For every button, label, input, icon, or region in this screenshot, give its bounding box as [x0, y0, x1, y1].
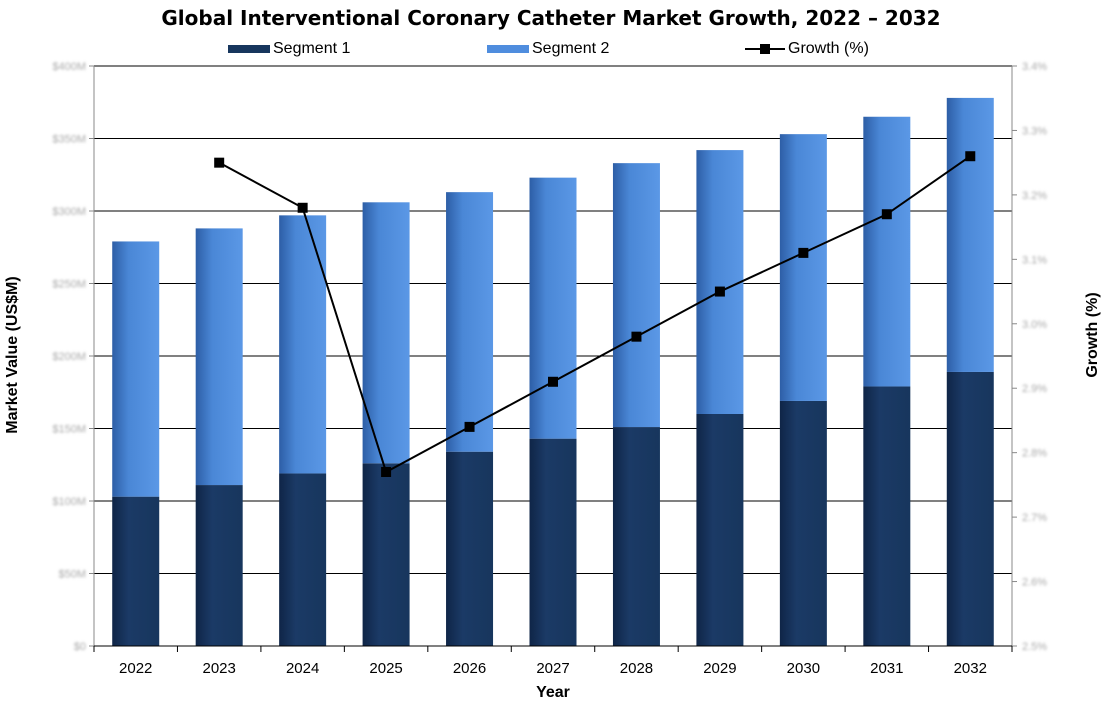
bar-segment-1: [696, 414, 744, 646]
y2-axis-title: Growth (%): [1084, 292, 1101, 377]
growth-point: [381, 467, 392, 477]
growth-point: [548, 376, 558, 387]
bar-segment-1: [362, 463, 410, 646]
x-tick-label: 2031: [870, 660, 903, 677]
y-tick-label: $250M: [52, 279, 86, 291]
growth-point: [214, 157, 225, 168]
growth-point: [798, 247, 809, 258]
y-tick-label: $100M: [52, 496, 86, 508]
x-tick-label: 2028: [620, 660, 653, 677]
chart-title: Global Interventional Coronary Catheter …: [161, 6, 941, 30]
y2-tick-label: 3.0%: [1022, 319, 1047, 331]
y-axis-title: Market Value (US$M): [4, 276, 21, 433]
bar-segment-1: [446, 451, 494, 646]
y2-tick-label: 2.5%: [1022, 641, 1047, 653]
growth-point: [881, 209, 892, 220]
bar-segment-1: [195, 485, 243, 646]
x-tick-label: 2026: [453, 660, 486, 677]
legend: Segment 1 Segment 2 Growth (%): [0, 38, 1102, 60]
growth-point: [464, 421, 475, 432]
tick-labels: $0 $50M $100M $150M $200M $250M $300M $350M $400…: [52, 61, 1047, 677]
axes: [89, 65, 1017, 652]
y-tick-label: $350M: [52, 134, 86, 146]
bar-segment-1: [946, 371, 994, 646]
growth-point: [631, 331, 642, 342]
growth-point: [297, 202, 308, 213]
bar-segment-2: [696, 150, 744, 414]
y2-tick-label: 3.4%: [1022, 61, 1047, 73]
bar-segment-1: [863, 386, 911, 646]
bar-segment-2: [362, 202, 410, 464]
x-tick-label: 2025: [369, 660, 402, 677]
growth-line: [214, 151, 976, 477]
y-tick-label: $0: [74, 641, 86, 653]
bars: [112, 97, 994, 646]
bar-segment-1: [112, 496, 160, 646]
legend-swatch-segment-1: [228, 45, 270, 53]
bar-segment-2: [863, 116, 911, 387]
x-tick-label: 2029: [703, 660, 736, 677]
bar-segment-2: [279, 215, 327, 474]
legend-label-segment-1: Segment 1: [273, 40, 351, 57]
bar-segment-2: [779, 134, 827, 401]
growth-point: [965, 151, 976, 162]
y2-tick-label: 2.8%: [1022, 448, 1047, 460]
bar-segment-1: [779, 400, 827, 646]
bar-segment-2: [612, 163, 660, 428]
bar-segment-1: [529, 438, 577, 646]
legend-label-segment-2: Segment 2: [532, 40, 610, 57]
bar-segment-2: [446, 192, 494, 452]
bar-segment-2: [112, 241, 160, 497]
y2-tick-label: 2.7%: [1022, 512, 1047, 524]
y-tick-label: $400M: [52, 61, 86, 73]
x-tick-label: 2023: [202, 660, 235, 677]
x-tick-label: 2024: [286, 660, 319, 677]
y-tick-label: $300M: [52, 206, 86, 218]
x-tick-label: 2030: [787, 660, 820, 677]
y2-tick-label: 3.3%: [1022, 125, 1047, 137]
y2-tick-label: 3.1%: [1022, 254, 1047, 266]
bar-segment-2: [195, 228, 243, 486]
legend-label-growth: Growth (%): [788, 40, 869, 57]
legend-item-growth: Growth (%): [745, 38, 869, 60]
growth-line-path: [218, 155, 971, 474]
bar-segment-2: [946, 97, 994, 372]
y-tick-label: $150M: [52, 424, 86, 436]
y2-tick-label: 2.6%: [1022, 577, 1047, 589]
bar-segment-1: [279, 473, 327, 646]
y-tick-label: $50M: [58, 569, 86, 581]
x-axis-title: Year: [536, 684, 570, 701]
y2-tick-label: 3.2%: [1022, 190, 1047, 202]
legend-line-marker-icon: [745, 43, 785, 55]
legend-item-segment-1: Segment 1: [228, 38, 350, 60]
bar-segment-1: [612, 427, 660, 646]
growth-point: [714, 286, 725, 297]
legend-swatch-segment-2: [487, 45, 529, 53]
x-tick-label: 2032: [954, 660, 987, 677]
x-tick-label: 2022: [119, 660, 152, 677]
legend-item-segment-2: Segment 2: [487, 38, 609, 60]
bar-segment-2: [529, 177, 577, 439]
x-tick-label: 2027: [536, 660, 569, 677]
y-tick-label: $200M: [52, 351, 86, 363]
y2-tick-label: 2.9%: [1022, 383, 1047, 395]
